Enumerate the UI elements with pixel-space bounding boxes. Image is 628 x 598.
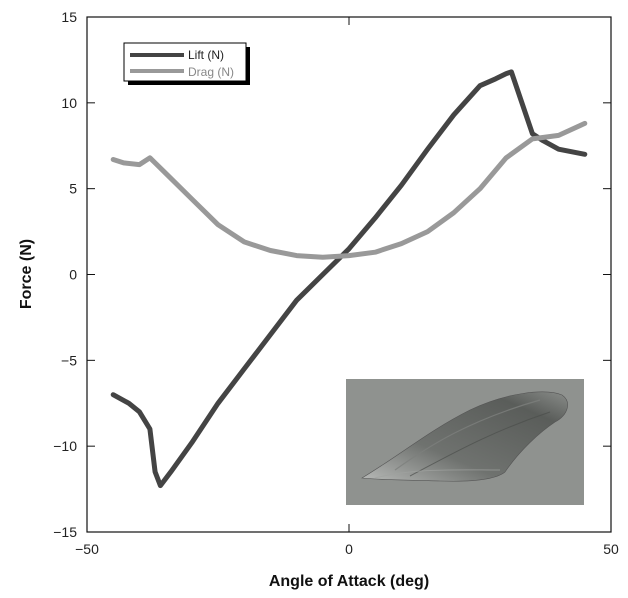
y-tick-label: −10 (53, 438, 77, 454)
y-tick-label: 10 (61, 95, 77, 111)
x-tick-label: −50 (75, 541, 99, 557)
wing-image-icon (361, 391, 568, 482)
series-line-drag (110, 120, 588, 260)
legend-label-drag: Drag (N) (188, 65, 234, 79)
legend: Lift (N) Drag (N) (123, 42, 250, 85)
x-tick-label: 0 (345, 541, 353, 557)
x-axis-ticks: −50 0 50 (75, 17, 619, 557)
y-axis-title: Force (N) (18, 239, 35, 309)
legend-label-lift: Lift (N) (188, 48, 224, 62)
wing-ridge-1 (394, 399, 541, 471)
x-tick-label: 50 (603, 541, 619, 557)
y-tick-label: −5 (61, 352, 77, 368)
wing-ridge-2 (409, 411, 551, 477)
y-tick-label: 5 (69, 181, 77, 197)
wing-ridge-3 (374, 469, 501, 479)
y-tick-label: −15 (53, 524, 77, 540)
y-tick-label: 0 (69, 267, 77, 283)
x-axis-title: Angle of Attack (deg) (269, 573, 429, 590)
y-tick-label: 15 (61, 9, 77, 25)
wing-image-inset (346, 379, 584, 505)
series-line-lift (110, 69, 588, 489)
y-axis-ticks: −15 −10 −5 0 5 10 15 (53, 9, 611, 540)
legend-box (123, 42, 247, 82)
